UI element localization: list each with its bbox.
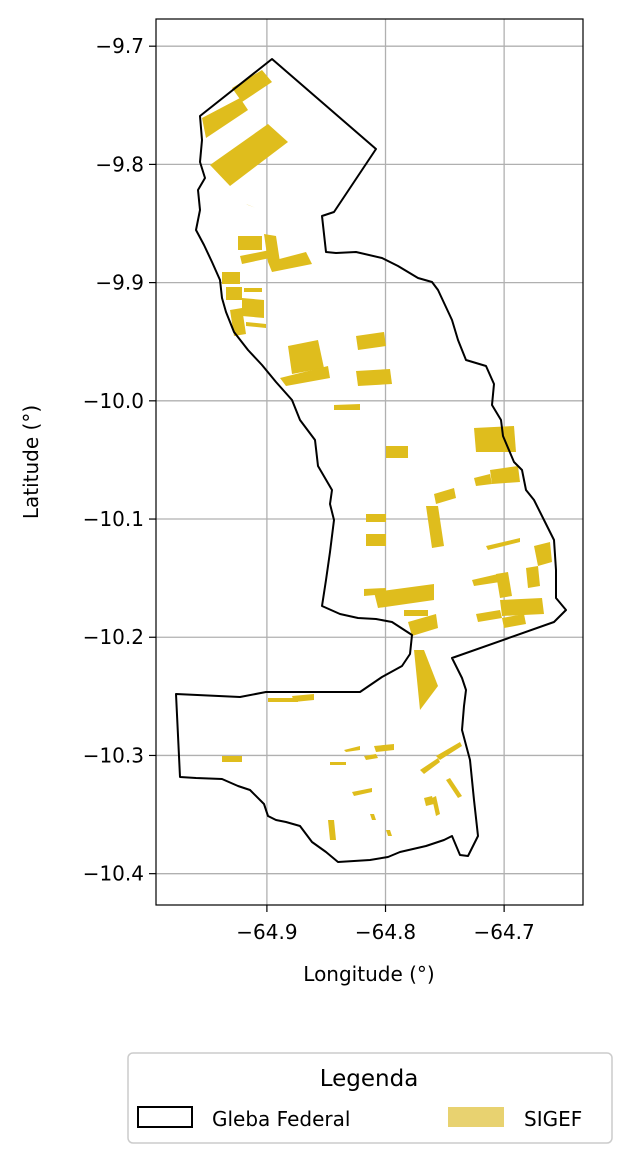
sigef-parcel: [496, 572, 512, 598]
sigef-parcel: [240, 250, 270, 264]
sigef-parcel: [534, 542, 552, 566]
legend-title: Legenda: [320, 1066, 419, 1092]
sigef-parcel: [486, 538, 520, 550]
sigef-parcel: [222, 272, 240, 284]
y-tick-label: −10.3: [83, 743, 144, 767]
y-tick-label: −10.4: [83, 862, 144, 886]
sigef-parcel: [500, 598, 544, 616]
y-tick-label: −10.1: [83, 507, 144, 531]
y-tick-label: −9.9: [95, 271, 144, 295]
sigef-parcel: [370, 814, 376, 820]
sigef-parcel: [356, 332, 386, 350]
sigef-parcel: [366, 514, 386, 522]
x-tick-label: −64.7: [473, 920, 534, 944]
sigef-parcel: [230, 308, 246, 336]
ticks: −64.9 −64.8 −64.7 −9.7 −9.8 −9.9 −10.0 −10.1 −10…: [83, 34, 535, 944]
sigef-parcel: [374, 584, 434, 608]
y-tick-label: −9.7: [95, 34, 144, 58]
sigef-parcel: [420, 758, 440, 774]
sigef-parcel: [426, 506, 444, 548]
y-tick-label: −10.2: [83, 625, 144, 649]
sigef-parcel: [472, 574, 500, 586]
sigef-parcel: [364, 754, 378, 760]
sigef-parcel: [352, 788, 372, 796]
x-axis-label: Longitude (°): [303, 962, 434, 986]
sigef-parcel: [436, 742, 462, 760]
sigef-parcel: [474, 426, 516, 452]
sigef-parcel: [202, 98, 248, 138]
sigef-parcel: [246, 322, 266, 328]
x-tick-label: −64.8: [355, 920, 416, 944]
sigef-parcel: [288, 340, 324, 374]
legend-swatch-gleba: [137, 1106, 193, 1128]
sigef-parcel: [434, 488, 456, 504]
x-tick-label: −64.9: [236, 920, 297, 944]
sigef-parcel: [280, 366, 330, 386]
sigef-parcel: [502, 614, 526, 628]
sigef-parcel: [386, 446, 408, 458]
sigef-parcel: [386, 830, 392, 836]
legend-label-gleba: Gleba Federal: [212, 1107, 350, 1131]
sigef-parcel: [366, 534, 386, 546]
y-tick-label: −9.8: [95, 152, 144, 176]
sigef-parcel: [292, 694, 314, 702]
y-axis-label: Latitude (°): [19, 405, 43, 519]
legend-swatch-sigef: [448, 1107, 504, 1127]
sigef-parcel: [356, 369, 392, 386]
sigef-parcel: [476, 610, 502, 622]
sigef-parcel: [330, 762, 346, 765]
sigef-parcel: [424, 796, 434, 806]
sigef-parcel: [408, 614, 438, 636]
plot-area: [156, 19, 583, 905]
sigef-parcel: [432, 796, 440, 816]
sigef-parcel: [414, 650, 438, 710]
legend-label-sigef: SIGEF: [524, 1107, 582, 1131]
axes-frame: [155, 18, 584, 906]
sigef-parcel: [242, 298, 264, 318]
gleba-federal-outline: [175, 58, 567, 863]
sigef-parcel: [244, 288, 262, 292]
sigef-parcel: [210, 124, 288, 186]
sigef-parcel: [268, 698, 298, 702]
sigef-parcel: [344, 746, 360, 752]
sigef-parcel: [374, 744, 394, 752]
sigef-parcel: [328, 820, 336, 840]
sigef-parcel: [446, 778, 462, 798]
sigef-parcel: [268, 252, 312, 272]
sigef-parcel: [232, 70, 272, 102]
sigef-parcel: [334, 404, 360, 410]
sigef-parcel: [474, 474, 492, 486]
sigef-parcel: [490, 466, 520, 484]
legend: Legenda Gleba Federal SIGEF: [127, 1052, 613, 1144]
sigef-parcel: [526, 566, 540, 588]
sigef-parcel: [404, 610, 428, 616]
y-tick-label: −10.0: [83, 389, 144, 413]
sigef-parcel: [238, 236, 262, 250]
sigef-parcel: [222, 756, 242, 762]
sigef-parcels: [202, 70, 552, 840]
sigef-parcel: [226, 287, 242, 300]
